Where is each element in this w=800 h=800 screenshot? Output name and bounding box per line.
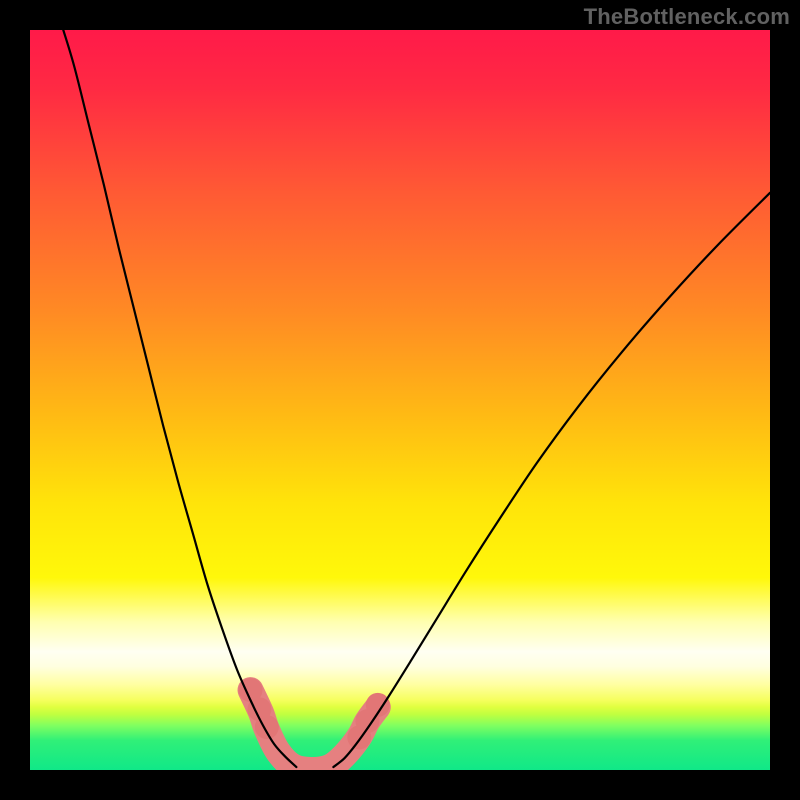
gradient-background (30, 30, 770, 770)
watermark-text: TheBottleneck.com (584, 4, 790, 30)
bottleneck-plot (30, 30, 770, 770)
chart-frame: TheBottleneck.com (0, 0, 800, 800)
